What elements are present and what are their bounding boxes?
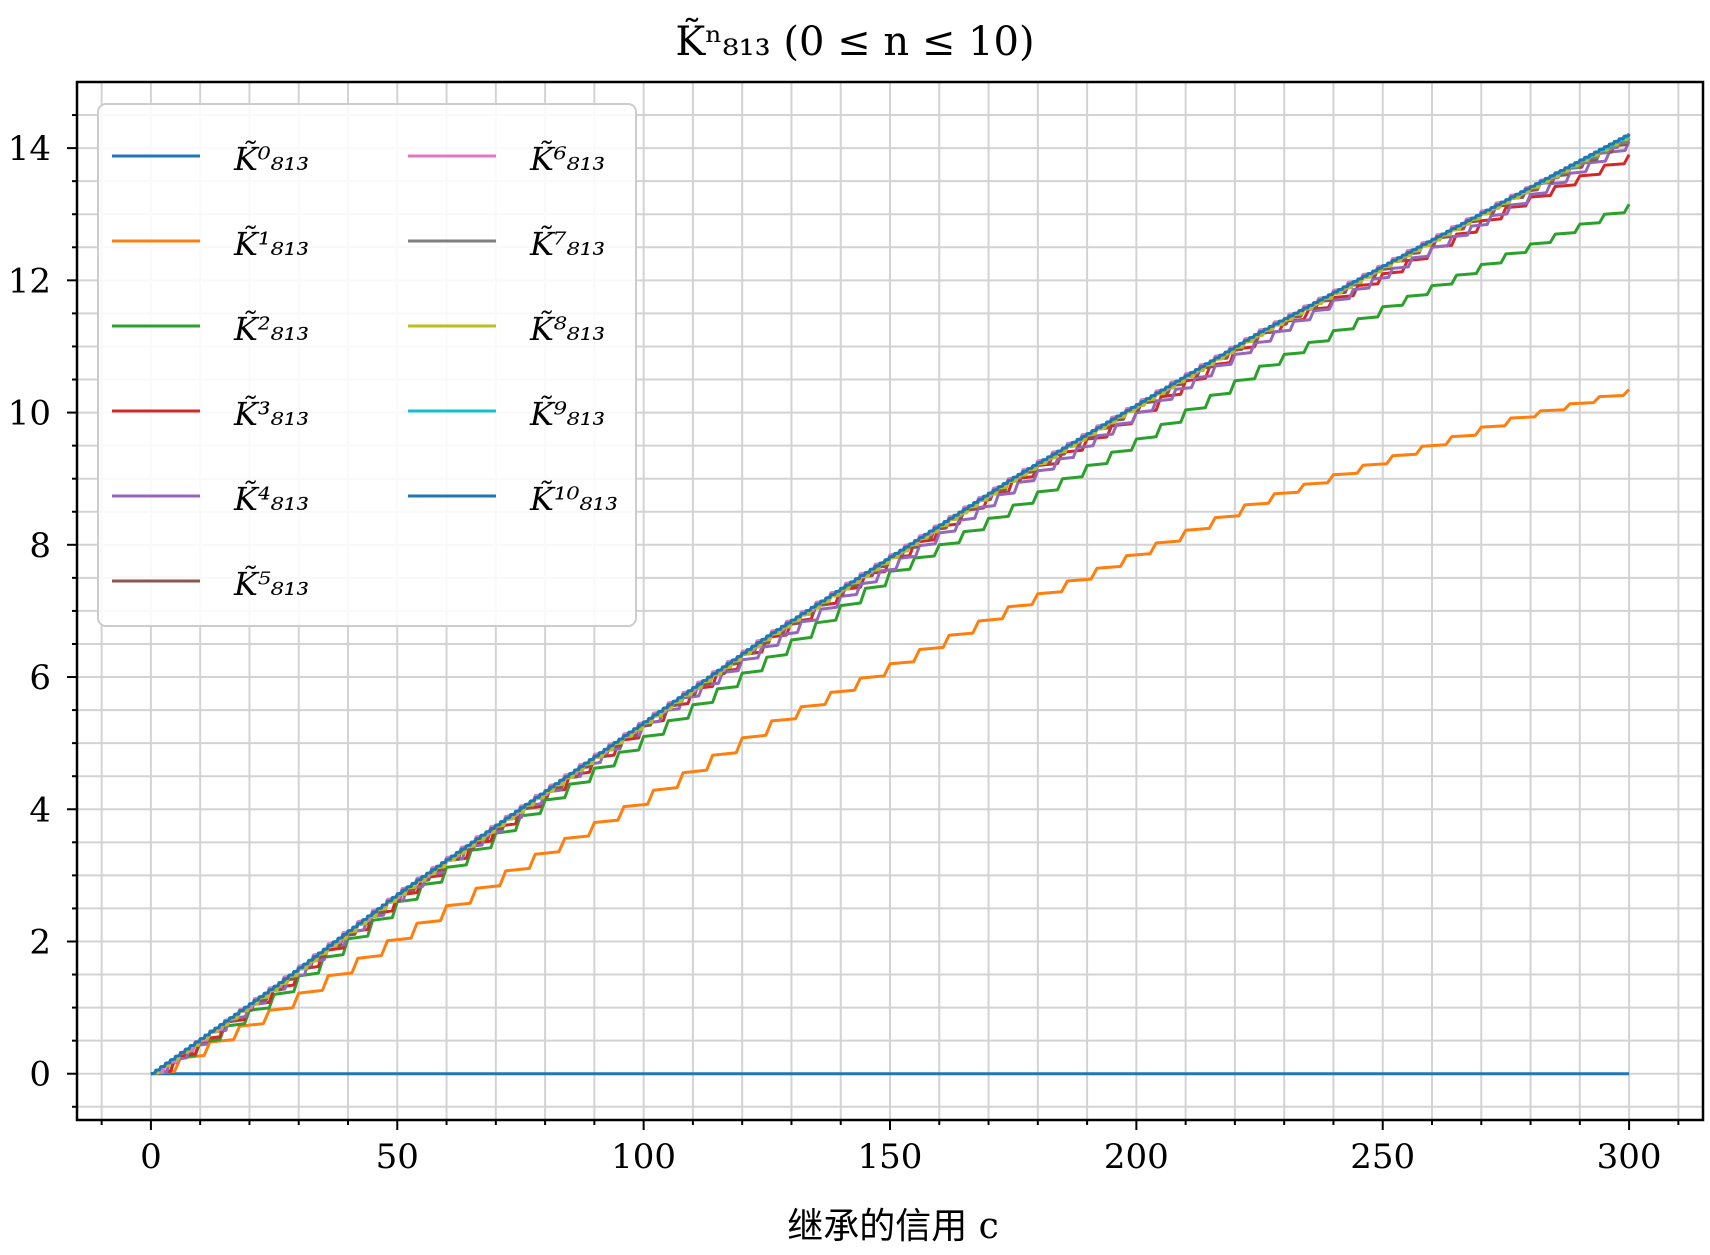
y-axis-ticks: 0 2 4 6 8 10 12 14 bbox=[8, 114, 77, 1108]
y-tick-label: 4 bbox=[29, 790, 51, 830]
series-lines bbox=[150, 132, 1631, 1076]
legend-entry: K̃⁷₈₁₃ bbox=[408, 225, 605, 263]
legend-entry: K̃¹⁰₈₁₃ bbox=[408, 480, 618, 518]
legend-label: K̃²₈₁₃ bbox=[233, 310, 309, 348]
legend-label: K̃¹₈₁₃ bbox=[233, 225, 309, 263]
legend-label: K̃⁶₈₁₃ bbox=[529, 140, 605, 178]
y-tick-label: 6 bbox=[29, 658, 51, 698]
legend-entry: K̃³₈₁₃ bbox=[112, 395, 309, 433]
y-tick-label: 0 bbox=[29, 1055, 51, 1095]
x-axis-label: 继承的信用 c bbox=[787, 1206, 999, 1247]
legend-label: K̃⁵₈₁₃ bbox=[233, 565, 309, 603]
legend-entry: K̃¹₈₁₃ bbox=[112, 225, 309, 263]
x-axis-ticks: 0 50 100 150 200 250 300 bbox=[100, 1120, 1680, 1177]
x-tick-label: 300 bbox=[1597, 1137, 1662, 1177]
legend-label: K̃⁰₈₁₃ bbox=[233, 140, 309, 178]
legend-entry: K̃²₈₁₃ bbox=[112, 310, 309, 348]
legend-box bbox=[97, 103, 637, 627]
x-tick-label: 250 bbox=[1350, 1137, 1415, 1177]
x-tick-label: 200 bbox=[1104, 1137, 1169, 1177]
series-line bbox=[150, 132, 1631, 1076]
legend-entry: K̃⁵₈₁₃ bbox=[112, 565, 309, 603]
series-line bbox=[150, 140, 1631, 1076]
x-tick-label: 150 bbox=[858, 1137, 923, 1177]
legend-label: K̃⁷₈₁₃ bbox=[529, 225, 605, 263]
legend-entry: K̃⁰₈₁₃ bbox=[112, 140, 309, 178]
legend-entry: K̃⁸₈₁₃ bbox=[408, 310, 605, 348]
legend-entry: K̃⁹₈₁₃ bbox=[408, 395, 605, 433]
legend-label: K̃³₈₁₃ bbox=[233, 395, 309, 433]
x-tick-label: 100 bbox=[611, 1137, 676, 1177]
y-tick-label: 8 bbox=[29, 526, 51, 566]
legend-label: K̃¹⁰₈₁₃ bbox=[529, 480, 618, 518]
chart-title: K̃ⁿ₈₁₃ (0 ≤ n ≤ 10) bbox=[675, 18, 1034, 65]
x-tick-label: 50 bbox=[376, 1137, 419, 1177]
y-tick-label: 14 bbox=[8, 129, 51, 169]
x-tick-label: 0 bbox=[140, 1137, 162, 1177]
legend: K̃⁰₈₁₃ K̃¹₈₁₃ K̃²₈₁₃ K̃³₈₁₃ K̃⁴₈₁₃ K̃⁵₈₁₃ K̃⁶₈… bbox=[97, 103, 637, 627]
y-tick-label: 2 bbox=[29, 922, 51, 962]
legend-label: K̃⁸₈₁₃ bbox=[529, 310, 605, 348]
y-tick-label: 10 bbox=[8, 394, 51, 434]
legend-label: K̃⁴₈₁₃ bbox=[233, 480, 309, 518]
y-tick-label: 12 bbox=[8, 261, 51, 301]
legend-label: K̃⁹₈₁₃ bbox=[529, 395, 605, 433]
series-line bbox=[150, 388, 1631, 1076]
legend-entry: K̃⁶₈₁₃ bbox=[408, 140, 605, 178]
legend-entry: K̃⁴₈₁₃ bbox=[112, 480, 309, 518]
